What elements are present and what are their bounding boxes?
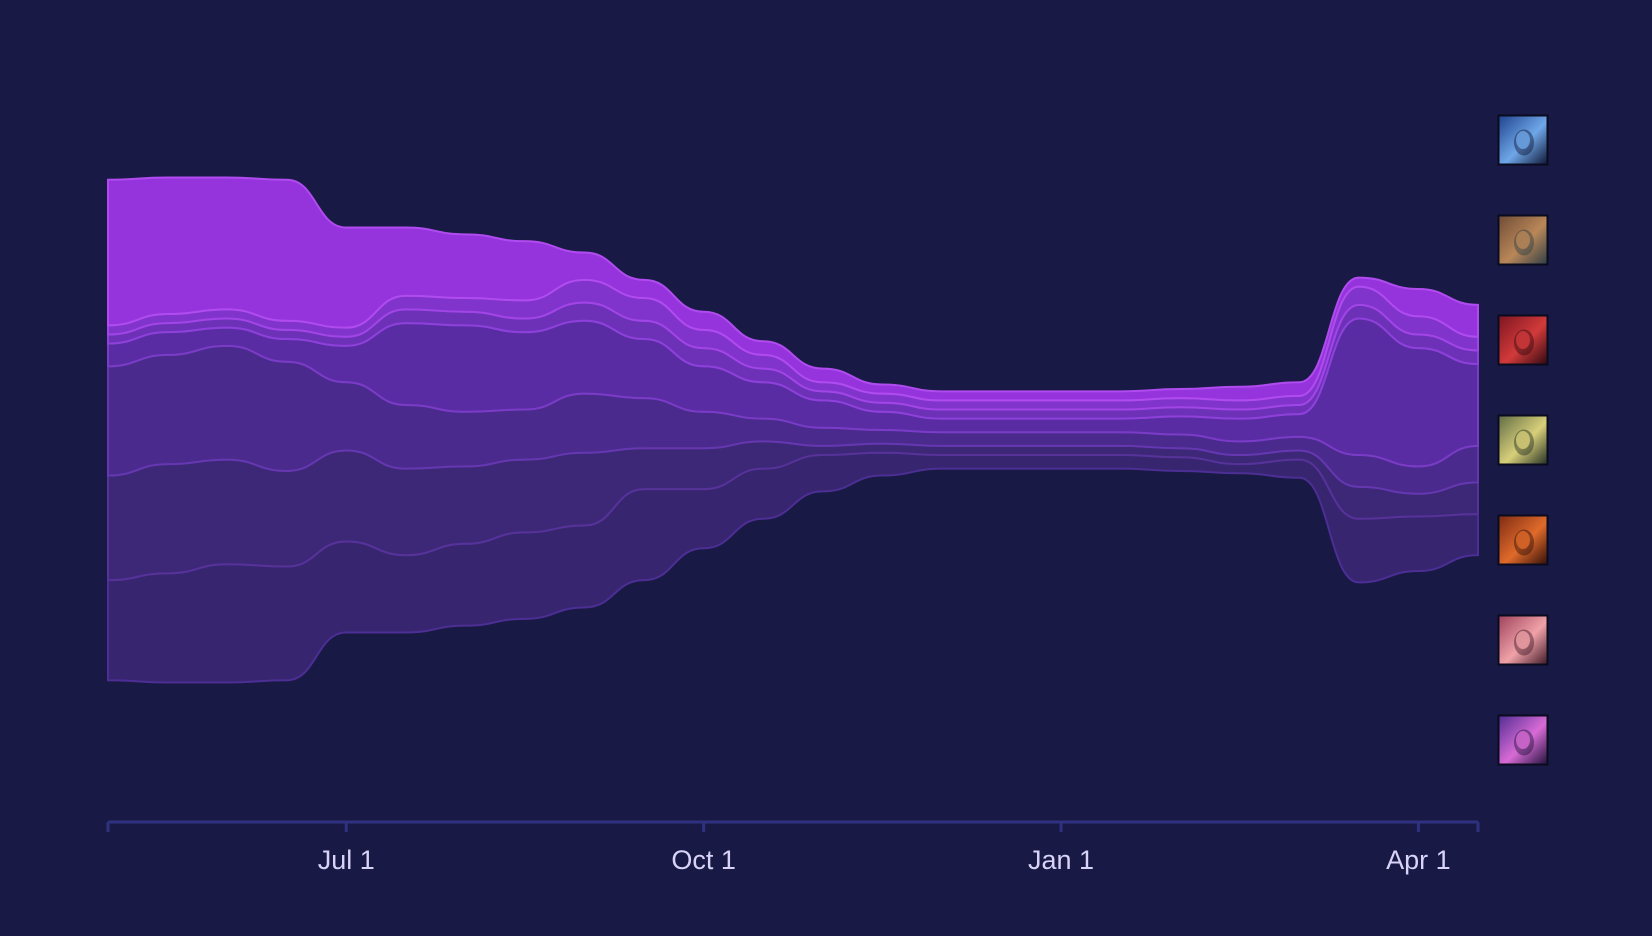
stream-layer-7	[107, 176, 1479, 402]
x-axis-tick-label: Jul 1	[318, 845, 375, 875]
dark-hooded-assassin-portrait-icon	[1497, 114, 1549, 166]
x-axis: Jul 1 Oct 1 Jan 1 Apr 1	[106, 820, 1480, 875]
golden-armored-warrior-portrait-icon	[1497, 414, 1549, 466]
red-demon-mage-portrait-icon	[1497, 314, 1549, 366]
purple-fanged-beast-portrait-icon	[1497, 714, 1549, 766]
furry-beast-brawler-portrait-icon	[1497, 214, 1549, 266]
x-axis-tick-label: Oct 1	[671, 845, 736, 875]
pink-haired-fighter-portrait-icon	[1497, 614, 1549, 666]
stream-layers	[107, 176, 1479, 684]
red-bearded-dwarf-portrait-icon	[1497, 514, 1549, 566]
legend	[1497, 114, 1549, 766]
x-axis-tick-label: Jan 1	[1028, 845, 1094, 875]
x-axis-tick-label: Apr 1	[1386, 845, 1451, 875]
